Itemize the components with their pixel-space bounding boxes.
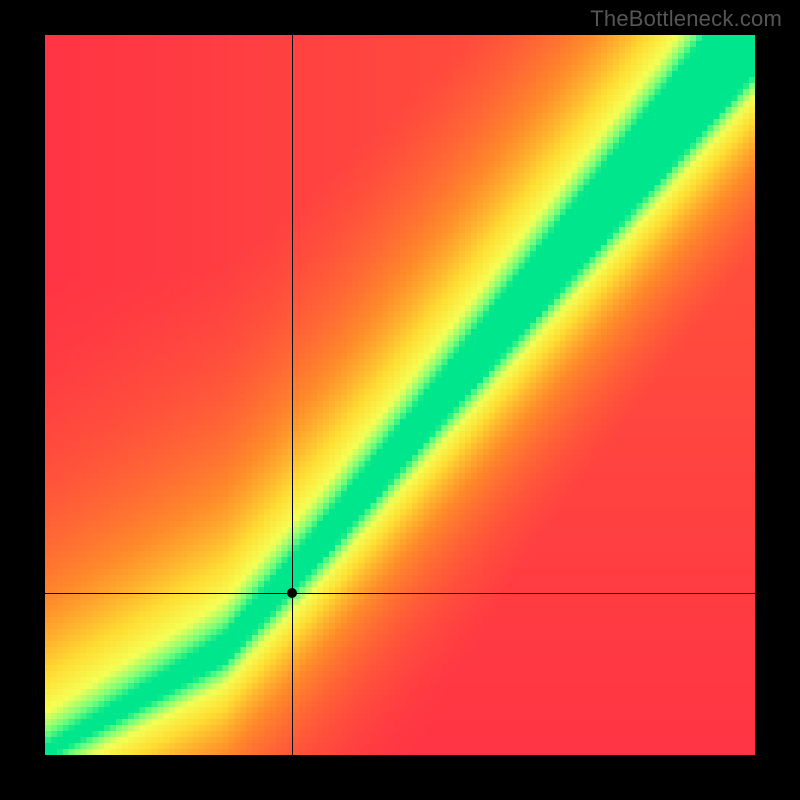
- crosshair-horizontal: [45, 593, 755, 594]
- crosshair-vertical: [292, 35, 293, 755]
- bottleneck-heatmap: [45, 35, 755, 755]
- operating-point-marker: [287, 588, 297, 598]
- heatmap-canvas: [45, 35, 755, 755]
- watermark-text: TheBottleneck.com: [590, 6, 782, 32]
